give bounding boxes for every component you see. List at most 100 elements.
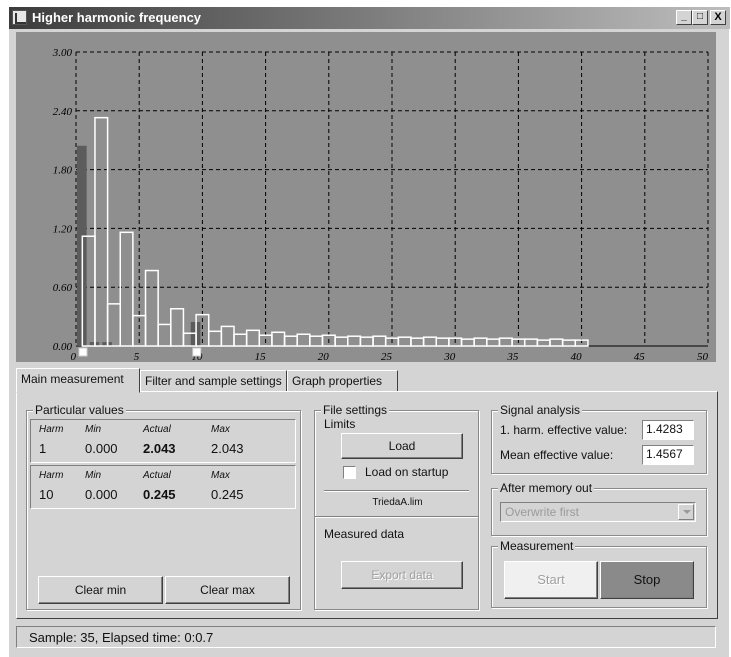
memory-out-group: After memory out Overwrite first — [491, 481, 707, 536]
harmonic-marker — [78, 347, 88, 357]
tab-filter-sample-settings[interactable]: Filter and sample settings — [140, 370, 287, 392]
max-value: 0.245 — [211, 487, 244, 502]
memory-mode-value: Overwrite first — [505, 505, 580, 519]
y-tick-label: 2.40 — [53, 106, 73, 118]
chevron-down-icon[interactable] — [678, 504, 694, 520]
status-bar: Sample: 35, Elapsed time: 0:0.7 — [16, 626, 716, 648]
bar — [271, 331, 286, 347]
bar — [359, 336, 374, 347]
y-tick-label: 1.80 — [53, 165, 73, 177]
load-button[interactable]: Load — [341, 433, 463, 459]
measurement-group: Measurement Start Stop — [491, 539, 707, 608]
max-value: 2.043 — [211, 441, 244, 456]
app-chart-icon — [12, 10, 27, 25]
bar — [220, 325, 235, 347]
bar — [233, 333, 248, 347]
divider — [315, 516, 478, 518]
bar — [195, 313, 210, 347]
min-header: Min — [85, 424, 102, 435]
bar — [94, 116, 109, 347]
load-on-startup-label: Load on startup — [365, 465, 449, 479]
signal-analysis-group: Signal analysis 1. harm. effective value… — [491, 403, 707, 474]
x-tick-label: 20 — [318, 351, 330, 362]
harmonic-10-row: Harm Min Actual Max 10 0.000 0.245 0.245 — [30, 465, 296, 509]
y-tick-label: 0.60 — [53, 282, 73, 294]
actual-header: Actual — [143, 470, 171, 481]
bar — [157, 323, 172, 347]
bar — [283, 335, 298, 347]
harm-value: 10 — [39, 487, 54, 502]
bar — [536, 339, 551, 347]
min-value: 0.000 — [85, 441, 118, 456]
limits-file-name: TriedaA.lim — [372, 497, 423, 508]
bar — [435, 337, 450, 347]
load-on-startup-checkbox[interactable] — [343, 466, 356, 479]
x-tick-label: 25 — [381, 351, 393, 362]
bar — [372, 335, 387, 347]
measurement-label: Measurement — [498, 539, 576, 553]
tab-main-measurement[interactable]: Main measurement — [16, 368, 140, 393]
actual-value: 2.043 — [143, 441, 176, 456]
bar — [296, 333, 311, 347]
harm-value: 1 — [39, 441, 47, 456]
harmonic-1-row: Harm Min Actual Max 1 0.000 2.043 2.043 — [30, 419, 296, 463]
minimize-button[interactable]: _ — [676, 10, 692, 25]
file-settings-label: File settings — [321, 403, 390, 417]
harm-header: Harm — [39, 424, 64, 435]
min-header: Min — [85, 470, 102, 481]
particular-values-group: Particular values Harm Min Actual Max 1 … — [26, 403, 301, 610]
memory-out-label: After memory out — [498, 481, 595, 495]
maximize-button[interactable]: □ — [692, 10, 708, 25]
x-tick-label: 0 — [71, 351, 77, 362]
x-tick-label: 35 — [506, 351, 519, 362]
actual-value: 0.245 — [143, 487, 176, 502]
title-bar[interactable]: Higher harmonic frequency _ □ X — [9, 7, 730, 29]
export-data-button[interactable]: Export data — [341, 561, 463, 589]
bar — [473, 337, 488, 347]
x-tick-label: 45 — [634, 351, 646, 362]
bar — [170, 308, 185, 347]
chart-canvas: 0.000.601.201.802.403.000510152025303540… — [52, 47, 709, 362]
y-tick-label: 0.00 — [53, 341, 73, 353]
bar — [309, 335, 324, 347]
x-tick-label: 40 — [571, 351, 583, 362]
harmonic-marker — [192, 347, 202, 357]
measured-data-label: Measured data — [324, 527, 405, 541]
harmonic-chart: 0.000.601.201.802.403.000510152025303540… — [16, 32, 716, 362]
mean-effective-value: 1.4567 — [642, 445, 694, 465]
max-header: Max — [211, 424, 230, 435]
bar — [207, 330, 223, 347]
particular-values-label: Particular values — [33, 403, 126, 417]
bar — [523, 338, 539, 347]
stop-button[interactable]: Stop — [600, 561, 694, 599]
x-tick-label: 50 — [697, 351, 709, 362]
bar — [460, 338, 475, 347]
mean-effective-label: Mean effective value: — [500, 448, 614, 462]
tab-graph-properties[interactable]: Graph properties — [287, 370, 398, 392]
memory-mode-select[interactable]: Overwrite first — [500, 502, 696, 522]
start-button[interactable]: Start — [504, 561, 598, 599]
signal-analysis-label: Signal analysis — [498, 403, 583, 417]
bar — [144, 269, 159, 347]
bar — [422, 336, 437, 347]
close-button[interactable]: X — [710, 10, 726, 25]
window-title: Higher harmonic frequency — [32, 10, 202, 25]
harm-effective-value: 1.4283 — [642, 420, 694, 440]
y-tick-label: 3.00 — [52, 47, 73, 59]
max-header: Max — [211, 470, 230, 481]
main-measurement-panel: Particular values Harm Min Actual Max 1 … — [16, 391, 718, 619]
actual-header: Actual — [143, 424, 171, 435]
bar — [561, 339, 577, 347]
min-value: 0.000 — [85, 487, 118, 502]
bar — [397, 336, 412, 347]
bar — [106, 303, 121, 347]
bar — [410, 337, 425, 347]
file-settings-group: File settings Limits Load Load on startu… — [314, 403, 479, 610]
bar — [486, 338, 501, 347]
clear-max-button[interactable]: Clear max — [165, 576, 290, 604]
bar — [347, 335, 362, 347]
bar — [574, 339, 589, 347]
bar — [245, 329, 261, 347]
clear-min-button[interactable]: Clear min — [38, 576, 163, 604]
divider — [324, 490, 469, 492]
